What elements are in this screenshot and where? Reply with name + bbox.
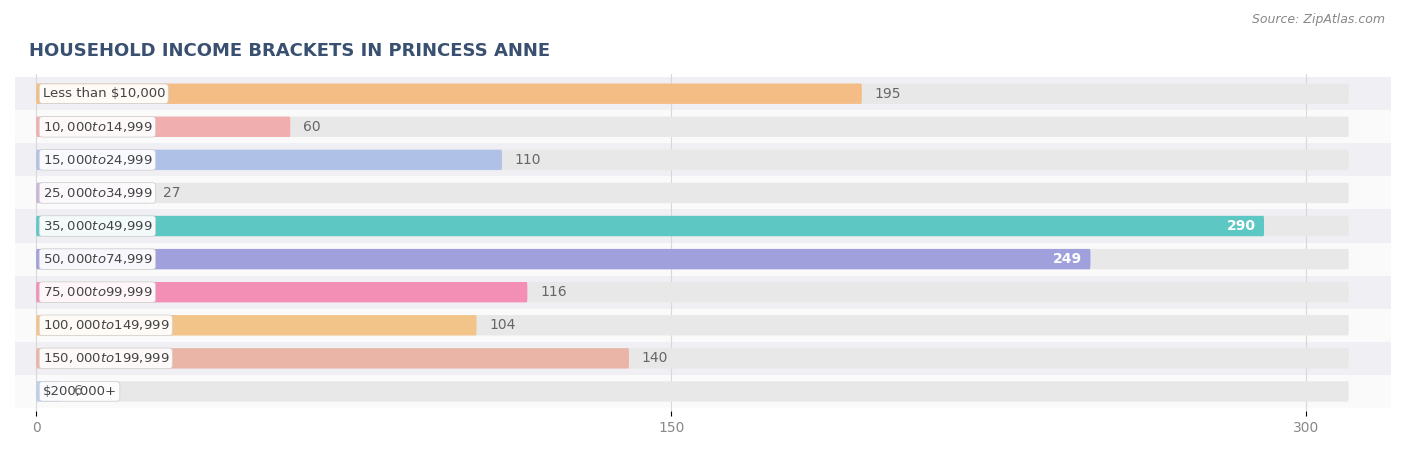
- Text: $200,000+: $200,000+: [42, 385, 117, 398]
- Bar: [0, 210, 1406, 243]
- Text: HOUSEHOLD INCOME BRACKETS IN PRINCESS ANNE: HOUSEHOLD INCOME BRACKETS IN PRINCESS AN…: [28, 42, 550, 60]
- Text: 195: 195: [875, 87, 901, 101]
- Text: Source: ZipAtlas.com: Source: ZipAtlas.com: [1251, 14, 1385, 27]
- FancyBboxPatch shape: [37, 381, 1348, 401]
- FancyBboxPatch shape: [37, 216, 1348, 236]
- Bar: [0, 110, 1406, 144]
- Text: 110: 110: [515, 153, 541, 167]
- FancyBboxPatch shape: [37, 381, 62, 401]
- FancyBboxPatch shape: [37, 249, 1348, 269]
- FancyBboxPatch shape: [37, 84, 1348, 104]
- Text: 27: 27: [163, 186, 181, 200]
- Text: $50,000 to $74,999: $50,000 to $74,999: [42, 252, 152, 266]
- Bar: [0, 342, 1406, 375]
- Text: $150,000 to $199,999: $150,000 to $199,999: [42, 351, 169, 365]
- FancyBboxPatch shape: [37, 150, 502, 170]
- Text: $15,000 to $24,999: $15,000 to $24,999: [42, 153, 152, 167]
- Text: $100,000 to $149,999: $100,000 to $149,999: [42, 318, 169, 332]
- Text: $10,000 to $14,999: $10,000 to $14,999: [42, 120, 152, 134]
- Text: 104: 104: [489, 318, 516, 332]
- FancyBboxPatch shape: [37, 249, 1091, 269]
- Bar: [0, 176, 1406, 210]
- Text: Less than $10,000: Less than $10,000: [42, 87, 165, 100]
- Text: 290: 290: [1226, 219, 1256, 233]
- Text: 249: 249: [1053, 252, 1083, 266]
- Bar: [0, 77, 1406, 110]
- Text: $25,000 to $34,999: $25,000 to $34,999: [42, 186, 152, 200]
- Text: $75,000 to $99,999: $75,000 to $99,999: [42, 285, 152, 299]
- FancyBboxPatch shape: [37, 84, 862, 104]
- FancyBboxPatch shape: [37, 282, 1348, 302]
- FancyBboxPatch shape: [37, 183, 150, 203]
- Bar: [0, 375, 1406, 408]
- Text: 116: 116: [540, 285, 567, 299]
- FancyBboxPatch shape: [37, 348, 628, 369]
- Text: $35,000 to $49,999: $35,000 to $49,999: [42, 219, 152, 233]
- Text: 6: 6: [75, 384, 83, 398]
- FancyBboxPatch shape: [37, 348, 1348, 369]
- Bar: [0, 309, 1406, 342]
- FancyBboxPatch shape: [37, 315, 477, 335]
- Bar: [0, 243, 1406, 276]
- Text: 60: 60: [302, 120, 321, 134]
- FancyBboxPatch shape: [37, 150, 1348, 170]
- Bar: [0, 144, 1406, 176]
- FancyBboxPatch shape: [37, 117, 1348, 137]
- Text: 140: 140: [641, 351, 668, 365]
- FancyBboxPatch shape: [37, 216, 1264, 236]
- FancyBboxPatch shape: [37, 117, 290, 137]
- FancyBboxPatch shape: [37, 315, 1348, 335]
- FancyBboxPatch shape: [37, 282, 527, 302]
- FancyBboxPatch shape: [37, 183, 1348, 203]
- Bar: [0, 276, 1406, 309]
